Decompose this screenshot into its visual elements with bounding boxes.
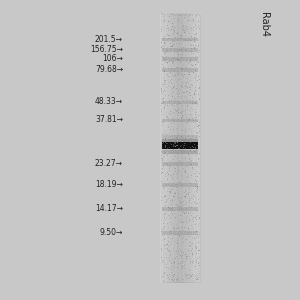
FancyBboxPatch shape	[162, 231, 198, 235]
FancyBboxPatch shape	[162, 38, 198, 41]
FancyBboxPatch shape	[162, 142, 198, 149]
FancyBboxPatch shape	[162, 48, 198, 52]
FancyBboxPatch shape	[160, 14, 200, 282]
FancyBboxPatch shape	[162, 150, 198, 154]
FancyBboxPatch shape	[162, 57, 198, 61]
Text: 18.19→: 18.19→	[95, 180, 123, 189]
FancyBboxPatch shape	[162, 68, 198, 72]
Text: 23.27→: 23.27→	[95, 159, 123, 168]
FancyBboxPatch shape	[162, 118, 198, 122]
Text: 79.68→: 79.68→	[95, 65, 123, 74]
Text: 14.17→: 14.17→	[95, 204, 123, 213]
FancyBboxPatch shape	[162, 140, 198, 143]
Text: 48.33→: 48.33→	[95, 98, 123, 106]
FancyBboxPatch shape	[162, 162, 198, 166]
Text: Rab4: Rab4	[259, 12, 269, 37]
FancyBboxPatch shape	[162, 183, 198, 187]
Text: 106→: 106→	[102, 54, 123, 63]
Text: 201.5→: 201.5→	[95, 34, 123, 43]
FancyBboxPatch shape	[162, 207, 198, 211]
Text: 156.75→: 156.75→	[90, 45, 123, 54]
Text: 9.50→: 9.50→	[100, 228, 123, 237]
FancyBboxPatch shape	[162, 100, 198, 104]
FancyBboxPatch shape	[162, 135, 198, 139]
Text: 37.81→: 37.81→	[95, 116, 123, 124]
